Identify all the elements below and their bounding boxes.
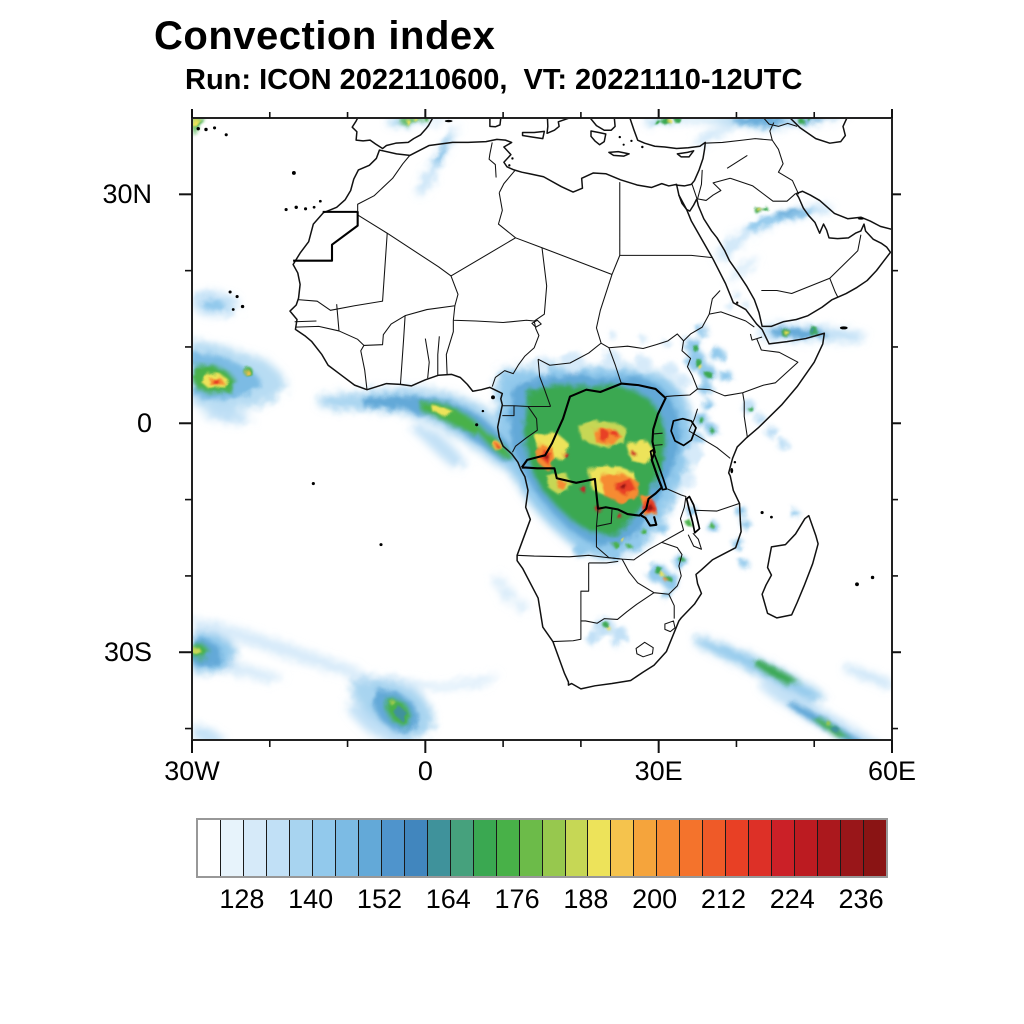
colorbar-cell — [335, 820, 359, 876]
colorbar-tick-label: 224 — [769, 884, 815, 914]
colorbar-cell — [358, 820, 382, 876]
colorbar-cell — [312, 820, 336, 876]
colorbar-tick-label: 164 — [425, 884, 471, 914]
colorbar-tick-label: 176 — [494, 884, 540, 914]
colorbar-cell — [404, 820, 428, 876]
colorbar-tick-label: 152 — [356, 884, 402, 914]
lon-tick-label: 30E — [634, 756, 683, 786]
lon-tick-label: 0 — [417, 756, 433, 786]
map-area — [192, 118, 892, 740]
colorbar-cell — [611, 820, 635, 876]
colorbar-cell — [519, 820, 543, 876]
colorbar-cell — [542, 820, 566, 876]
colorbar-cell — [266, 820, 290, 876]
colorbar-cell — [772, 820, 796, 876]
colorbar-cell — [657, 820, 681, 876]
colorbar-cell — [220, 820, 244, 876]
colorbar-cell — [818, 820, 842, 876]
colorbar-cell — [680, 820, 704, 876]
colorbar-cell — [198, 820, 221, 876]
colorbar-cell — [381, 820, 405, 876]
page-title: Convection index — [154, 14, 496, 58]
colorbar-tick-label: 212 — [700, 884, 746, 914]
convection-field — [192, 118, 892, 740]
colorbar-cell — [289, 820, 313, 876]
colorbar-tick-label: 128 — [219, 884, 265, 914]
colorbar-cell — [427, 820, 451, 876]
colorbar-cell — [450, 820, 474, 876]
africa-map-svg — [192, 118, 892, 740]
lat-tick-label: 30S — [103, 637, 152, 668]
run-valid-time-subtitle: Run: ICON 2022110600, VT: 20221110-12UTC — [185, 64, 803, 96]
colorbar — [196, 818, 888, 878]
colorbar-cell — [473, 820, 497, 876]
colorbar-cell — [634, 820, 658, 876]
lat-tick-label: 30N — [102, 179, 152, 210]
colorbar-cell — [726, 820, 750, 876]
lon-tick-label: 30W — [164, 756, 220, 786]
small-islands — [196, 119, 875, 587]
colorbar-cell — [565, 820, 589, 876]
colorbar-cell — [496, 820, 520, 876]
colorbar-cell — [841, 820, 865, 876]
colorbar-tick-label: 188 — [563, 884, 609, 914]
lat-tick-label: 0 — [136, 408, 152, 439]
colorbar-cell — [864, 820, 887, 876]
colorbar-cell — [588, 820, 612, 876]
lon-tick-label: 60E — [867, 756, 917, 786]
colorbar-tick-label: 200 — [632, 884, 678, 914]
colorbar-cell — [749, 820, 773, 876]
colorbar-cell — [703, 820, 727, 876]
colorbar-cell — [795, 820, 819, 876]
colorbar-cell — [243, 820, 267, 876]
colorbar-tick-label: 140 — [288, 884, 334, 914]
colorbar-tick-label: 236 — [838, 884, 884, 914]
